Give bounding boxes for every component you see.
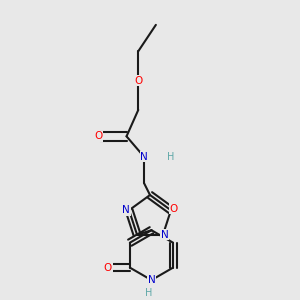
Text: N: N — [160, 230, 168, 240]
Text: O: O — [94, 131, 103, 141]
Text: H: H — [167, 152, 174, 162]
Text: N: N — [140, 152, 148, 162]
Text: N: N — [122, 205, 130, 215]
Text: O: O — [104, 262, 112, 273]
Text: O: O — [134, 76, 142, 85]
Text: N: N — [148, 275, 155, 285]
Text: O: O — [170, 204, 178, 214]
Text: H: H — [145, 288, 152, 298]
